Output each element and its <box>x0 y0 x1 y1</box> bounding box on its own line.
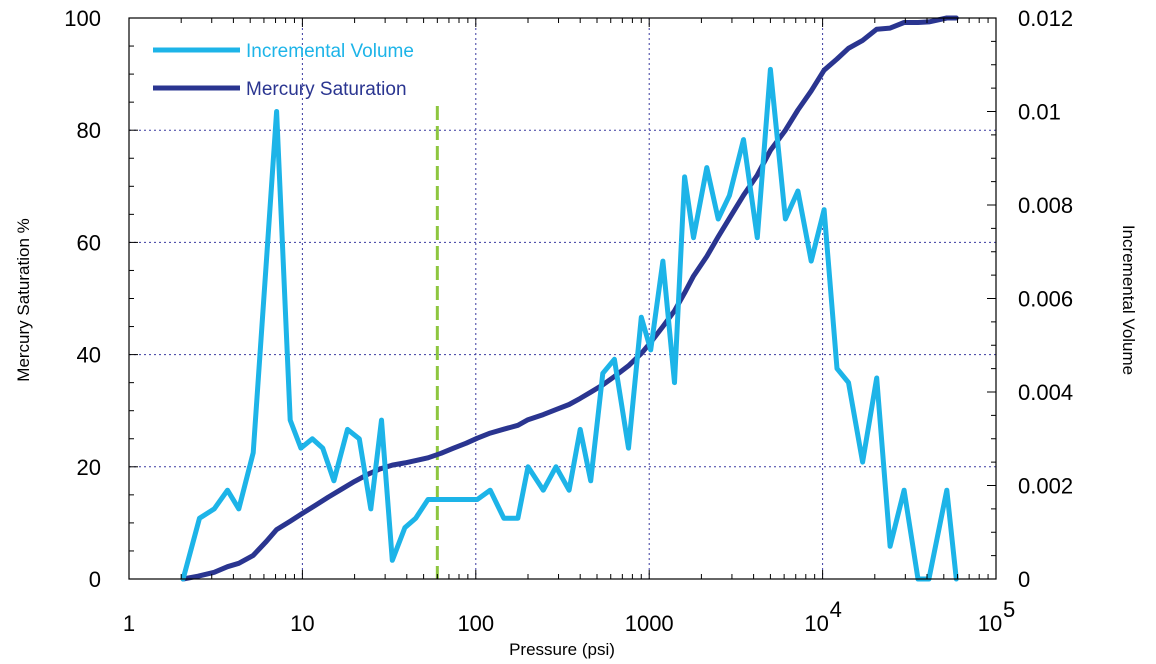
series-layer <box>180 15 959 582</box>
series-line-incremental-volume <box>180 66 959 582</box>
plot-frame <box>128 17 997 580</box>
x-tick-label: 10 <box>804 611 828 636</box>
x-axis-title: Pressure (psi) <box>509 640 615 659</box>
right-y-tick-label: 0.008 <box>1018 193 1073 218</box>
x-tick-label: 10 <box>978 611 1002 636</box>
x-tick-exponent: 4 <box>830 597 842 622</box>
right-y-axis-title: Incremental Volume <box>1119 225 1138 375</box>
series-line-mercury-saturation <box>180 15 959 582</box>
left-y-axis-tick-labels: 0 20 40 60 80 100 <box>64 6 101 592</box>
grid-lines <box>129 18 996 579</box>
right-y-tick-label: 0.004 <box>1018 380 1073 405</box>
left-y-tick-label: 40 <box>77 343 101 368</box>
left-y-tick-label: 80 <box>77 118 101 143</box>
legend-label-incremental-volume: Incremental Volume <box>246 41 414 62</box>
left-y-tick-label: 60 <box>77 230 101 255</box>
left-y-tick-label: 100 <box>64 6 101 31</box>
x-tick-label: 100 <box>457 611 494 636</box>
right-y-tick-label: 0.002 <box>1018 474 1073 499</box>
x-tick-label: 1 <box>123 611 135 636</box>
tick-marks <box>128 17 996 580</box>
legend: Incremental Volume Mercury Saturation <box>153 41 414 100</box>
left-y-tick-label: 0 <box>89 567 101 592</box>
right-y-tick-label: 0.006 <box>1018 287 1073 312</box>
x-tick-label: 1000 <box>625 611 674 636</box>
legend-label-mercury-saturation: Mercury Saturation <box>246 79 407 100</box>
right-y-tick-label: 0.012 <box>1018 6 1073 31</box>
right-y-tick-label: 0 <box>1018 567 1030 592</box>
x-tick-exponent: 5 <box>1003 597 1015 622</box>
right-y-axis-tick-labels: 0 0.002 0.004 0.006 0.008 0.01 0.012 <box>1018 6 1073 592</box>
left-y-tick-label: 20 <box>77 455 101 480</box>
x-axis-tick-labels: 1 10 100 1000 10 10 4 5 <box>123 597 1015 636</box>
x-tick-label: 10 <box>290 611 314 636</box>
right-y-tick-label: 0.01 <box>1018 100 1061 125</box>
left-y-axis-title: Mercury Saturation % <box>14 218 33 381</box>
